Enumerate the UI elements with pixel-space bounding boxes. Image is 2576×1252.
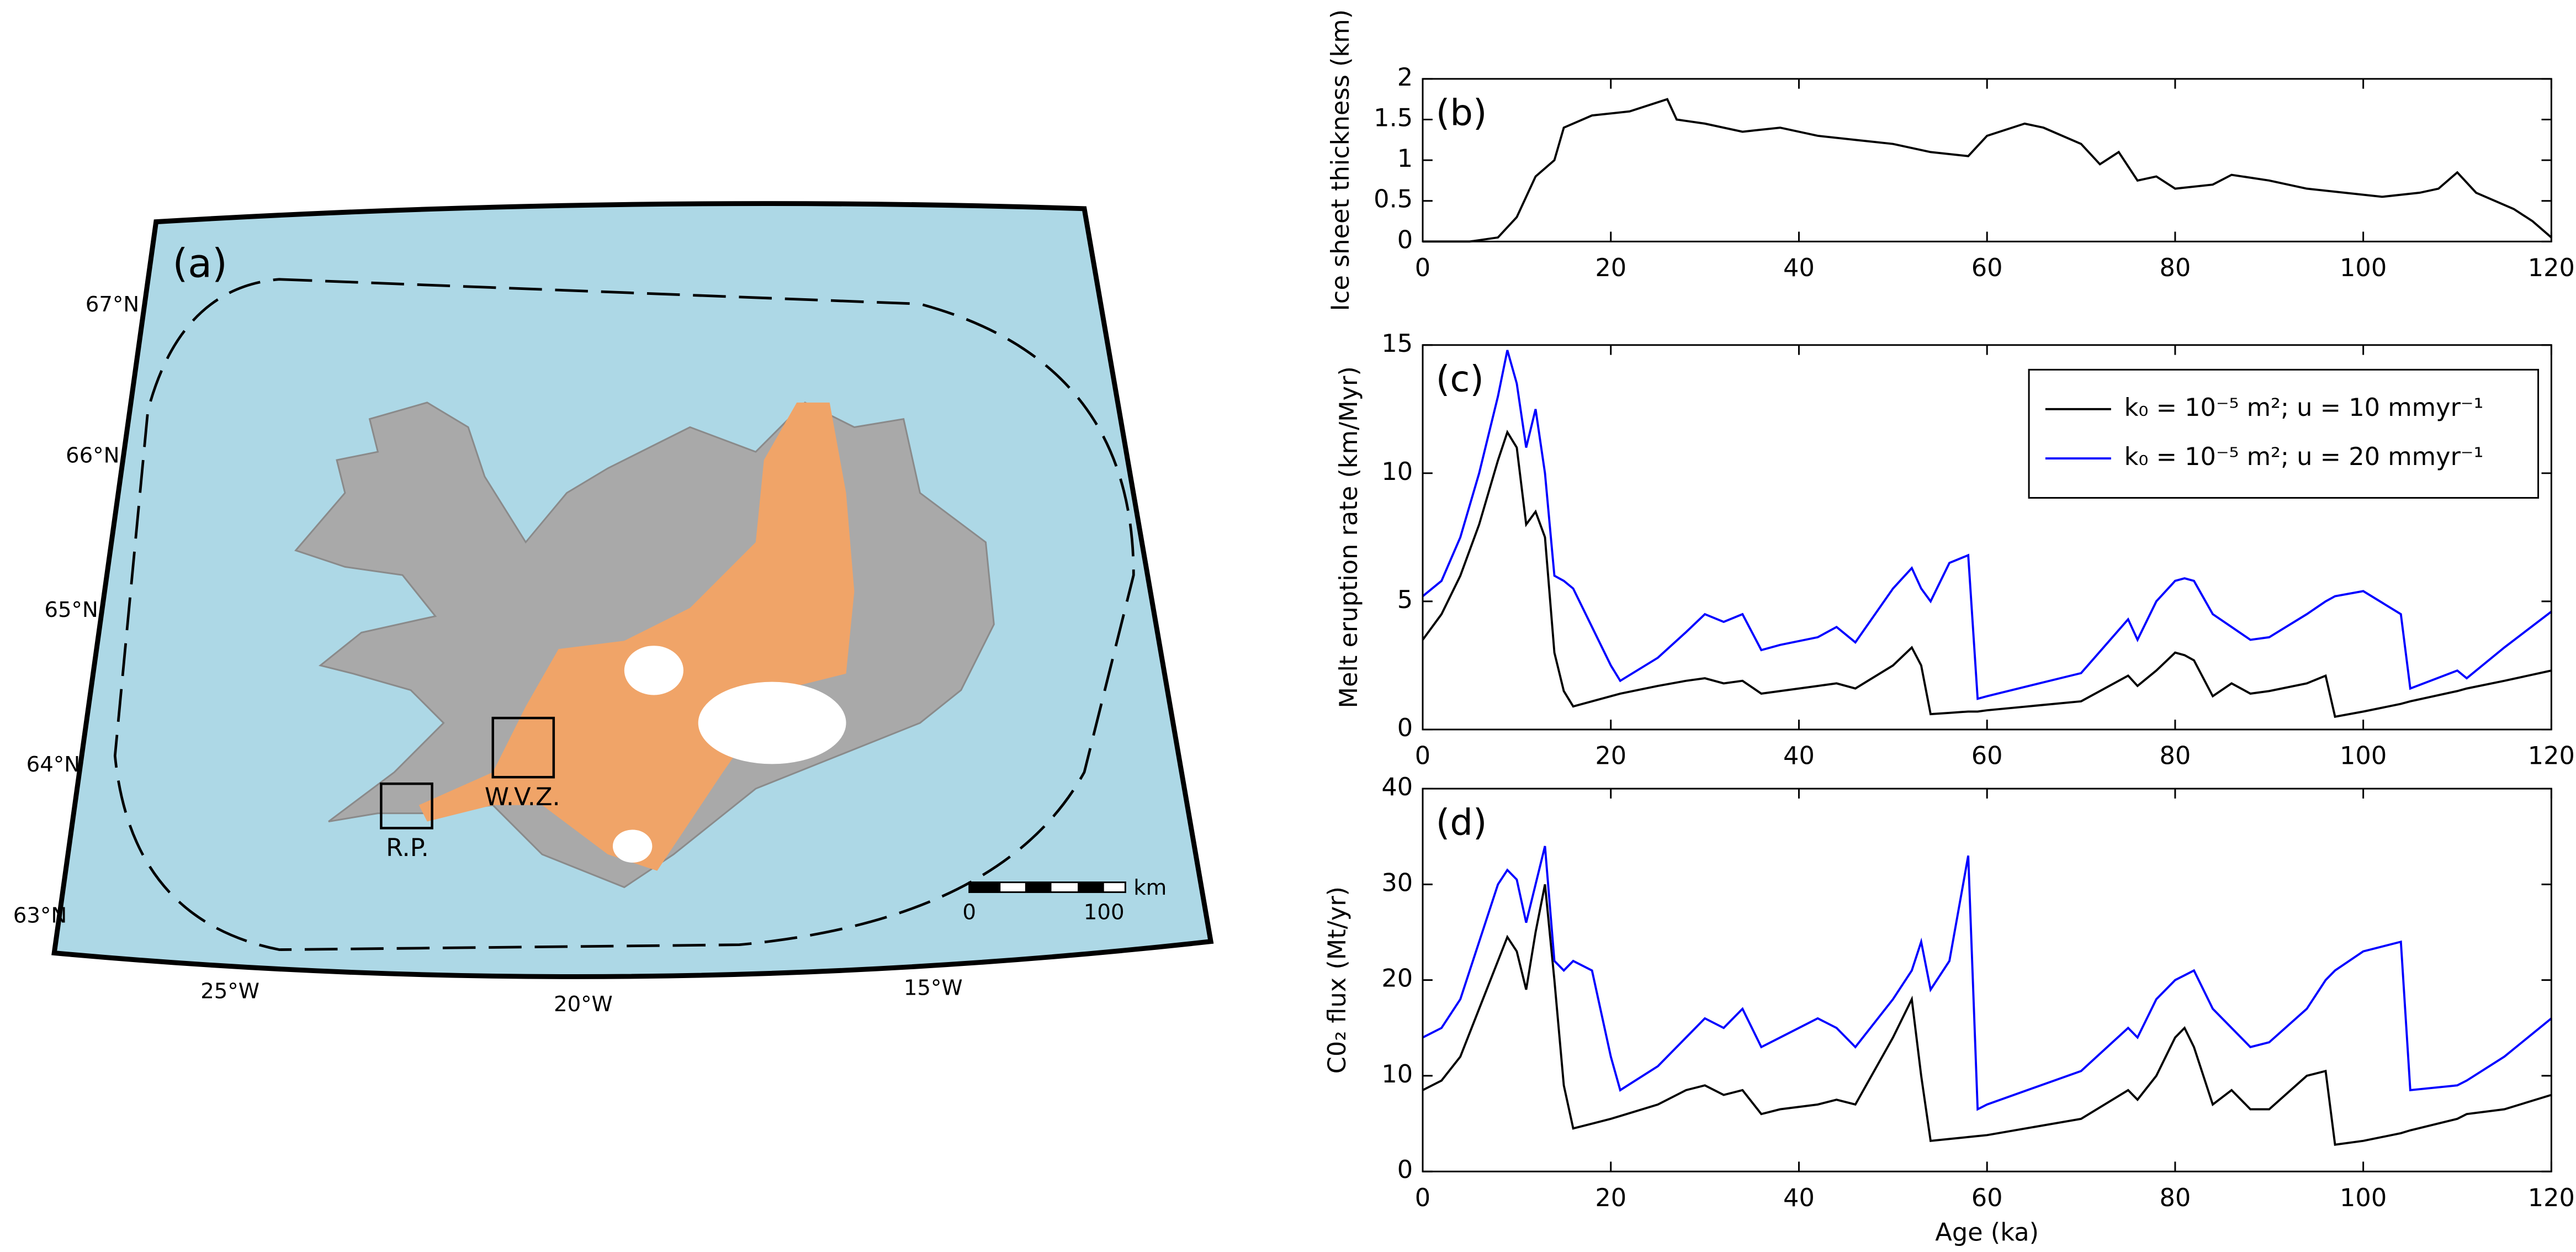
data-line xyxy=(1422,846,2552,1111)
lat-label: 67°N xyxy=(86,292,139,317)
panel-label: (c) xyxy=(1436,358,1484,400)
y-tick-label: 15 xyxy=(1381,329,1413,358)
region-label: R.P. xyxy=(386,833,429,862)
x-tick-label: 0 xyxy=(1415,1184,1430,1212)
y-tick-label: 0 xyxy=(1397,225,1413,254)
x-tick-label: 60 xyxy=(1971,742,2003,770)
y-tick-label: 20 xyxy=(1381,964,1413,993)
x-tick-label: 40 xyxy=(1783,742,1815,770)
data-line xyxy=(1422,430,2552,718)
data-line xyxy=(1422,350,2552,700)
axes-frame xyxy=(1422,788,2552,1172)
panel-label: (d) xyxy=(1436,802,1487,844)
data-line xyxy=(1423,98,2552,243)
y-tick-label: 5 xyxy=(1397,585,1413,614)
scale-label: 0 xyxy=(962,900,976,925)
y-tick-label: 2 xyxy=(1397,63,1413,92)
glacier xyxy=(698,682,846,764)
y-tick-label: 0 xyxy=(1397,1155,1413,1184)
region-box xyxy=(380,782,433,830)
volcanic-zone xyxy=(418,402,855,871)
x-tick-label: 100 xyxy=(2340,1184,2387,1212)
y-tick-label: 0 xyxy=(1397,714,1413,742)
y-axis-label: C0₂ flux (Mt/yr) xyxy=(1323,886,1351,1074)
chart: 0 20 40 60 80 100 120 0 10 20 30 40 (d) C0₂ flux (Mt/… xyxy=(1323,773,2575,1246)
plot-area xyxy=(1423,789,2552,1172)
lat-label: 63°N xyxy=(13,904,67,928)
glacier xyxy=(624,646,683,695)
x-tick-label: 20 xyxy=(1595,742,1626,770)
y-tick-label: 1.5 xyxy=(1374,103,1413,132)
legend-label: k₀ = 10⁻⁵ m²; u = 10 mmyr⁻¹ xyxy=(2124,393,2484,422)
panel-label: (a) xyxy=(172,240,227,286)
lat-label: 66°N xyxy=(66,443,119,468)
data-line xyxy=(1422,884,2552,1146)
x-tick-label: 0 xyxy=(1415,253,1430,282)
legend-label: k₀ = 10⁻⁵ m²; u = 20 mmyr⁻¹ xyxy=(2124,442,2484,471)
chart: 0 20 40 60 80 100 120 0 0.5 1 1.5 2 (b) Ice sheet thi… xyxy=(1326,9,2575,311)
x-tick-label: 100 xyxy=(2340,253,2387,282)
x-tick-label: 80 xyxy=(2160,253,2191,282)
x-axis-label: Age (ka) xyxy=(1935,1218,2039,1246)
map-panel: (a) W.V.Z. R.P. 67°N 66°N 65°N 64°N 63°N… xyxy=(13,201,1214,1017)
lon-label: 20°W xyxy=(554,992,613,1017)
legend-box xyxy=(2028,368,2540,499)
lat-label: 65°N xyxy=(44,598,98,622)
y-tick-label: 10 xyxy=(1381,457,1413,486)
y-axis-label: Ice sheet thickness (km) xyxy=(1326,9,1355,311)
lon-label: 15°W xyxy=(904,975,963,1000)
x-tick-label: 120 xyxy=(2528,253,2575,282)
x-tick-label: 100 xyxy=(2340,742,2387,770)
x-tick-label: 80 xyxy=(2160,1184,2191,1212)
x-tick-label: 120 xyxy=(2528,1184,2575,1212)
region-label: W.V.Z. xyxy=(485,783,560,811)
plot-area xyxy=(1423,78,2552,242)
scale-bar xyxy=(1078,882,1104,892)
scale-label: 100 xyxy=(1084,900,1125,925)
lon-label: 25°W xyxy=(200,979,259,1003)
scale-unit: km xyxy=(1133,875,1167,900)
x-tick-label: 60 xyxy=(1971,253,2003,282)
scale-bar xyxy=(969,882,1001,892)
x-tick-label: 40 xyxy=(1783,253,1815,282)
lat-label: 64°N xyxy=(26,752,80,777)
y-tick-label: 0.5 xyxy=(1374,185,1413,214)
y-axis-label: Melt eruption rate (km/Myr) xyxy=(1334,366,1363,708)
region-box xyxy=(491,716,555,779)
x-tick-label: 60 xyxy=(1971,1184,2003,1212)
boundary-line xyxy=(113,278,1135,951)
glacier xyxy=(612,830,653,863)
x-tick-label: 20 xyxy=(1595,253,1626,282)
panel-label: (b) xyxy=(1436,92,1487,134)
y-tick-label: 1 xyxy=(1397,144,1413,173)
x-tick-label: 120 xyxy=(2528,742,2575,770)
scale-bar xyxy=(1025,882,1052,892)
y-tick-label: 10 xyxy=(1381,1060,1413,1089)
axes-frame xyxy=(1422,344,2552,731)
y-tick-label: 30 xyxy=(1381,868,1413,897)
y-tick-label: 40 xyxy=(1381,773,1413,801)
x-tick-label: 80 xyxy=(2160,742,2191,770)
axes-frame xyxy=(1422,78,2552,242)
x-tick-label: 0 xyxy=(1415,742,1430,770)
x-tick-label: 40 xyxy=(1783,1184,1815,1212)
chart: 0 20 40 60 80 100 120 0 5 10 15 (c) Melt eruption ra… xyxy=(1334,329,2575,770)
x-tick-label: 20 xyxy=(1595,1184,1626,1212)
